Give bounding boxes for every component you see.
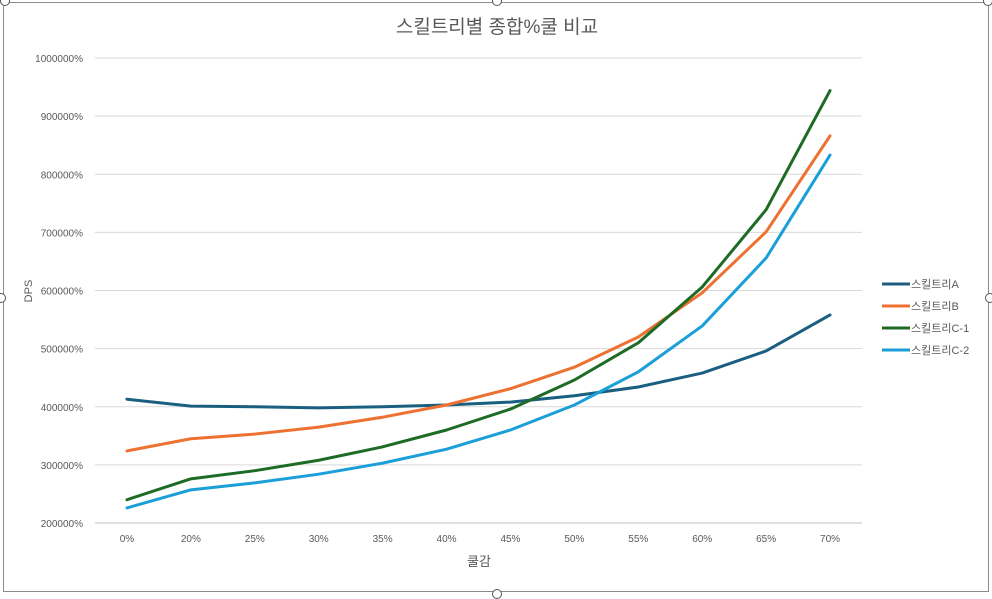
- resize-handle-top-right[interactable]: [983, 0, 992, 6]
- y-tick-label: 900000%: [41, 112, 83, 123]
- resize-handle-left[interactable]: [0, 293, 6, 303]
- x-tick-label: 60%: [692, 534, 712, 545]
- series-line-0: [125, 313, 832, 410]
- y-tick-label: 300000%: [41, 461, 83, 472]
- series-line-3: [125, 153, 832, 510]
- x-axis-title: 쿨감: [467, 554, 491, 569]
- series-line-1: [125, 134, 832, 453]
- y-tick-label: 200000%: [41, 519, 83, 530]
- resize-handle-top[interactable]: [492, 0, 502, 6]
- x-tick-label: 45%: [500, 534, 520, 545]
- x-tick-label: 30%: [309, 534, 329, 545]
- x-tick-label: 20%: [181, 534, 201, 545]
- x-tick-label: 50%: [564, 534, 584, 545]
- y-tick-label: 500000%: [41, 345, 83, 356]
- x-tick-label: 65%: [756, 534, 776, 545]
- y-tick-label: 600000%: [41, 287, 83, 298]
- x-tick-label: 25%: [245, 534, 265, 545]
- y-tick-label: 700000%: [41, 228, 83, 239]
- y-tick-label: 400000%: [41, 403, 83, 414]
- x-tick-label: 35%: [373, 534, 393, 545]
- chart-title: 스킬트리별 종합%쿨 비교: [396, 16, 598, 38]
- x-tick-label: 40%: [437, 534, 457, 545]
- legend-label: 스킬트리B: [911, 300, 959, 313]
- y-tick-label: 800000%: [41, 170, 83, 181]
- legend-label: 스킬트리A: [911, 278, 959, 291]
- x-tick-label: 55%: [628, 534, 648, 545]
- legend-label: 스킬트리C-1: [911, 322, 969, 335]
- y-tick-label: 1000000%: [35, 54, 83, 65]
- x-tick-label: 70%: [820, 534, 840, 545]
- x-tick-label: 0%: [120, 534, 135, 545]
- series-line-2: [125, 89, 832, 502]
- resize-handle-right[interactable]: [985, 293, 992, 303]
- legend-label: 스킬트리C-2: [911, 344, 969, 357]
- y-axis-title: DPS: [23, 280, 35, 303]
- resize-handle-top-left[interactable]: [0, 0, 10, 6]
